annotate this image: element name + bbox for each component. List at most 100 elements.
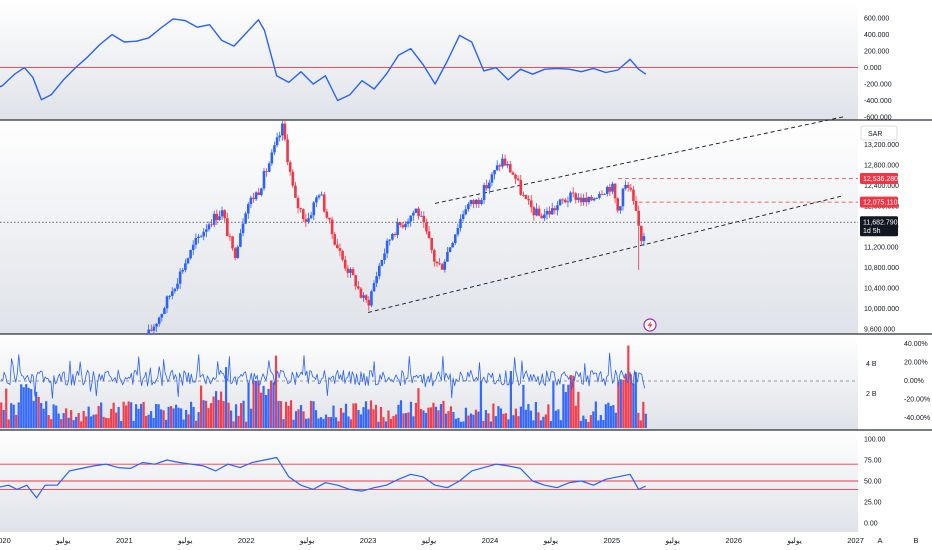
candle[interactable] <box>613 183 617 204</box>
candle[interactable] <box>341 249 344 262</box>
candle[interactable] <box>262 167 266 191</box>
candle[interactable] <box>550 202 554 215</box>
candle[interactable] <box>375 271 378 288</box>
candle[interactable] <box>433 248 436 267</box>
candle[interactable] <box>307 212 310 224</box>
candle[interactable] <box>320 191 323 196</box>
candle[interactable] <box>202 228 206 241</box>
candle[interactable] <box>322 192 326 213</box>
candle[interactable] <box>181 267 185 275</box>
candle[interactable] <box>150 324 153 332</box>
candle[interactable] <box>603 193 606 195</box>
candle[interactable] <box>598 191 601 200</box>
candle[interactable] <box>527 195 530 206</box>
candle[interactable] <box>236 245 240 259</box>
candle[interactable] <box>178 268 182 289</box>
candle[interactable] <box>165 295 169 314</box>
candle[interactable] <box>312 200 316 221</box>
candle[interactable] <box>540 213 544 219</box>
candle[interactable] <box>370 289 373 308</box>
time-axis[interactable]: 2020 يوليو 2021 يوليو 2022 يوليو 2023 يوليو 2024… <box>0 536 919 545</box>
candle[interactable] <box>301 208 305 222</box>
candle[interactable] <box>621 187 625 211</box>
candle[interactable] <box>336 239 339 249</box>
candle[interactable] <box>435 261 439 267</box>
candle[interactable] <box>451 241 454 248</box>
candle[interactable] <box>223 209 226 223</box>
candle[interactable] <box>619 205 622 214</box>
candle[interactable] <box>529 195 533 213</box>
candle[interactable] <box>556 201 559 216</box>
candle[interactable] <box>147 324 150 335</box>
candle[interactable] <box>215 209 219 225</box>
candle[interactable] <box>535 203 538 217</box>
candle[interactable] <box>590 195 593 201</box>
candle[interactable] <box>508 160 512 173</box>
candle[interactable] <box>291 169 295 188</box>
price-axis[interactable]: 13,200.00012,800.00012,400.00012,000.000… <box>860 125 899 333</box>
candle[interactable] <box>362 292 365 302</box>
candle[interactable] <box>485 179 489 191</box>
candle[interactable] <box>173 287 177 294</box>
candle[interactable] <box>246 202 250 219</box>
candle[interactable] <box>477 197 481 209</box>
candle[interactable] <box>427 225 431 240</box>
candle[interactable] <box>186 257 190 265</box>
candle[interactable] <box>577 193 580 203</box>
candle[interactable] <box>273 141 276 155</box>
candle[interactable] <box>189 249 192 260</box>
candle[interactable] <box>346 265 350 278</box>
candle[interactable] <box>391 232 394 241</box>
candle[interactable] <box>611 181 614 195</box>
candle[interactable] <box>448 247 452 253</box>
candle[interactable] <box>309 211 313 220</box>
candle[interactable] <box>176 278 179 291</box>
candle[interactable] <box>624 180 627 191</box>
candle[interactable] <box>398 222 402 228</box>
candle[interactable] <box>367 296 371 311</box>
candle[interactable] <box>506 161 509 169</box>
candle[interactable] <box>377 263 381 280</box>
candle[interactable] <box>225 212 229 237</box>
candle[interactable] <box>267 161 271 173</box>
candle[interactable] <box>396 218 399 239</box>
candle[interactable] <box>564 197 567 204</box>
candle[interactable] <box>244 211 247 224</box>
candle[interactable] <box>637 205 640 270</box>
candle[interactable] <box>522 191 525 197</box>
candle[interactable] <box>357 281 360 290</box>
candle[interactable] <box>414 208 418 214</box>
candle[interactable] <box>270 148 274 167</box>
candle[interactable] <box>446 246 449 262</box>
candle[interactable] <box>472 199 475 209</box>
candle[interactable] <box>260 187 263 197</box>
candle[interactable] <box>380 259 384 267</box>
candle[interactable] <box>553 205 557 215</box>
candle[interactable] <box>265 168 268 177</box>
candle[interactable] <box>315 195 318 207</box>
candle[interactable] <box>393 232 397 237</box>
candle[interactable] <box>417 206 420 220</box>
candle[interactable] <box>228 233 232 241</box>
candle[interactable] <box>640 225 643 246</box>
candle[interactable] <box>514 173 517 185</box>
candle[interactable] <box>469 199 473 207</box>
candle[interactable] <box>210 219 213 228</box>
candle[interactable] <box>333 232 337 246</box>
candle[interactable] <box>503 154 507 167</box>
candle[interactable] <box>330 216 334 239</box>
candle[interactable] <box>480 198 483 206</box>
candle[interactable] <box>605 185 609 197</box>
candle[interactable] <box>254 191 258 201</box>
candle[interactable] <box>501 154 504 169</box>
candle[interactable] <box>155 323 158 332</box>
candle[interactable] <box>579 193 583 207</box>
candle[interactable] <box>349 267 352 278</box>
candle[interactable] <box>467 201 470 212</box>
candle[interactable] <box>364 294 368 303</box>
candle[interactable] <box>199 234 203 238</box>
candle[interactable] <box>543 208 546 222</box>
candle[interactable] <box>634 195 638 212</box>
candle[interactable] <box>404 221 407 231</box>
candle[interactable] <box>511 170 515 175</box>
